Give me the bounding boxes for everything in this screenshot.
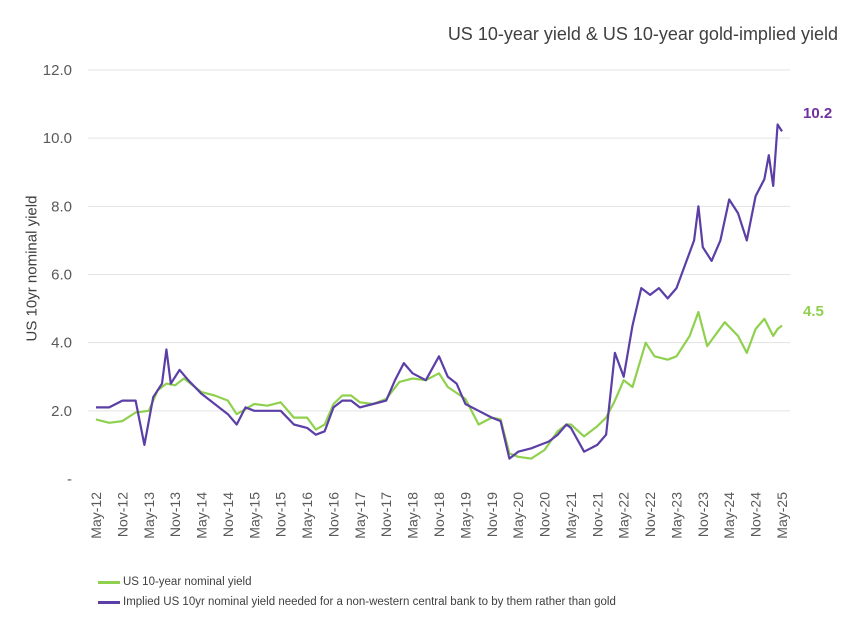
x-tick-labels: May-12 Nov-12 May-13 Nov-13 May-14 Nov-14 May-… [88,492,790,539]
y-tick-label: - [67,471,72,488]
y-tick-label: 12.0 [43,62,72,79]
x-tick-label: May-25 [774,492,790,539]
y-tick-label: 10.0 [43,130,72,147]
x-tick-label: May-13 [141,492,157,539]
x-tick-label: Nov-14 [220,492,236,537]
series-line-nominal [95,310,783,460]
x-tick-label: Nov-17 [378,492,394,537]
x-tick-label: May-19 [457,492,473,539]
x-tick-label: May-22 [616,492,632,539]
x-tick-label: May-14 [194,492,210,539]
chart-title: US 10-year yield & US 10-year gold-impli… [447,24,838,44]
x-tick-label: Nov-15 [273,492,289,537]
legend: US 10-year nominal yield Implied US 10yr… [98,572,616,612]
x-tick-label: May-12 [88,492,104,539]
x-tick-label: May-21 [563,492,579,539]
x-tick-label: Nov-22 [642,492,658,537]
y-tick-label: 6.0 [51,267,72,284]
y-axis-label: US 10yr nominal yield [23,195,41,342]
x-tick-label: Nov-13 [167,492,183,537]
legend-swatch-implied [98,600,120,604]
x-tick-label: May-15 [246,492,262,539]
x-tick-label: May-17 [352,492,368,539]
legend-item-nominal: US 10-year nominal yield [98,572,616,592]
y-tick-label: 8.0 [51,198,72,215]
x-tick-label: May-18 [405,492,421,539]
end-label-implied: 10.2 [803,105,833,123]
y-tick-label: 2.0 [51,403,72,420]
x-tick-label: Nov-18 [431,492,447,537]
y-tick-labels: - 2.0 4.0 6.0 8.0 10.0 12.0 [43,62,72,488]
grid-layer [88,69,790,412]
legend-swatch-nominal [98,580,120,584]
x-tick-label: Nov-24 [748,492,764,537]
x-tick-label: May-23 [668,492,684,539]
x-tick-label: Nov-19 [484,492,500,537]
x-tick-label: Nov-16 [325,492,341,537]
y-tick-label: 4.0 [51,335,72,352]
series-layer [95,123,783,460]
legend-item-implied: Implied US 10yr nominal yield needed for… [98,592,616,612]
x-tick-label: May-24 [721,492,737,539]
x-tick-label: Nov-21 [589,492,605,537]
x-tick-label: May-20 [510,492,526,539]
x-tick-label: Nov-20 [537,492,553,537]
x-tick-label: Nov-12 [114,492,130,537]
series-line-implied [96,123,783,460]
legend-label-nominal: US 10-year nominal yield [123,576,252,588]
legend-label-implied: Implied US 10yr nominal yield needed for… [123,596,616,608]
x-tick-label: Nov-23 [695,492,711,537]
end-label-nominal: 4.5 [803,302,824,320]
x-tick-label: May-16 [299,492,315,539]
